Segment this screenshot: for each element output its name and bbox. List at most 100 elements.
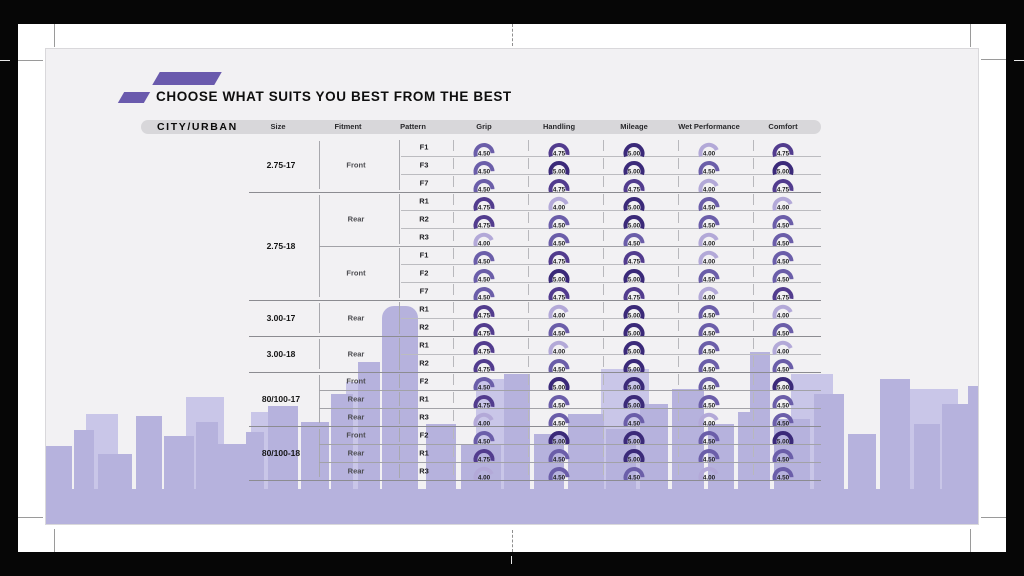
gauge-arc [473,395,495,410]
column-header-mileage: Mileage [620,122,648,131]
rating-gauge-handling: 4.50 [548,233,570,248]
rating-gauge-comfort: 4.50 [772,251,794,266]
pattern-label: R3 [419,466,429,476]
gauge-value: 4.75 [628,295,641,302]
gauge-arc [623,215,645,230]
trim-mark-bottom-right-h [981,517,1006,518]
gauge-arc [772,179,794,194]
gauge-value: 4.75 [553,151,566,158]
gauge-arc [548,179,570,194]
gauge-value: 4.50 [478,385,491,392]
column-tick [603,320,604,331]
gauge-arc [473,269,495,284]
gauge-arc [623,161,645,176]
edge-tick-right [1014,60,1024,61]
column-tick [528,374,529,385]
gauge-arc [548,196,569,212]
column-tick [753,320,754,331]
gauge-arc [772,287,794,302]
column-tick [453,230,454,241]
gauge-value: 4.50 [553,403,566,410]
spec-table: 2.75-17 Front F1 4.50 4.75 5.00 4.00 4.75 F3 4.50… [46,49,978,524]
gauge-arc [473,143,495,158]
column-tick [528,356,529,367]
gauge-arc [623,233,645,248]
column-tick [753,266,754,277]
gauge-value: 5.00 [628,169,641,176]
rating-gauge-comfort: 4.75 [772,287,794,302]
rating-gauge-comfort: 4.50 [772,215,794,230]
column-tick [603,176,604,187]
gauge-value: 4.50 [478,151,491,158]
rating-gauge-wet-performance: 4.50 [698,305,720,320]
rating-gauge-mileage: 5.00 [623,449,645,464]
pattern-label: F7 [419,286,429,296]
pattern-label: R1 [419,448,429,458]
rating-gauge-wet-performance: 4.00 [698,178,719,194]
fitment-label: Rear [347,349,365,359]
gauge-value: 4.50 [703,367,716,374]
gauge-value: 4.50 [478,295,491,302]
column-tick [753,176,754,187]
rating-gauge-wet-performance: 4.50 [698,359,720,374]
column-header-handling: Handling [542,122,576,131]
column-tick [678,284,679,295]
column-tick [753,374,754,385]
rating-gauge-handling: 4.75 [548,143,570,158]
gauge-arc [548,304,569,320]
column-tick [453,248,454,259]
pattern-label: R1 [419,394,429,404]
column-tick [678,428,679,439]
column-tick [678,446,679,457]
gauge-value: 4.50 [777,259,790,266]
gauge-arc [473,161,495,176]
column-tick [603,338,604,349]
gauge-value: 4.00 [553,313,566,320]
column-tick [678,176,679,187]
column-tick [528,410,529,421]
pattern-label: R2 [419,322,429,332]
gauge-value: 5.00 [628,385,641,392]
rating-gauge-comfort: 5.00 [772,377,794,392]
gauge-arc [548,287,570,302]
column-header-pattern: Pattern [400,122,426,131]
trim-mark-top-left-h [18,60,43,61]
rating-gauge-grip: 4.75 [473,197,495,212]
gauge-arc [698,449,720,464]
pattern-label: F2 [419,268,429,278]
gauge-arc [548,449,570,464]
column-tick [528,158,529,169]
column-tick [528,140,529,151]
gauge-value: 5.00 [628,313,641,320]
column-tick [753,302,754,313]
column-tick [453,428,454,439]
gauge-arc [548,215,570,230]
rating-gauge-comfort: 4.50 [772,449,794,464]
column-tick [753,464,754,475]
fitment-pattern-divider [399,464,400,478]
trim-mark-bottom-right-v [970,529,971,552]
column-tick [753,194,754,205]
gauge-arc [772,304,793,320]
gauge-arc [473,449,495,464]
rating-gauge-grip: 4.75 [473,395,495,410]
column-tick [603,446,604,457]
gauge-value: 4.50 [777,241,790,248]
gauge-arc [548,395,570,410]
column-tick [603,374,604,385]
column-tick [603,392,604,403]
column-tick [528,194,529,205]
column-tick [453,284,454,295]
gauge-value: 4.50 [703,223,716,230]
gauge-arc [698,359,720,374]
gauge-arc [698,142,719,158]
gauge-value: 4.75 [478,331,491,338]
column-tick [753,140,754,151]
pattern-label: F7 [419,178,429,188]
gauge-arc [772,340,793,356]
column-tick [678,410,679,421]
gauge-value: 4.75 [553,259,566,266]
gauge-arc [772,269,794,284]
gauge-value: 5.00 [628,223,641,230]
